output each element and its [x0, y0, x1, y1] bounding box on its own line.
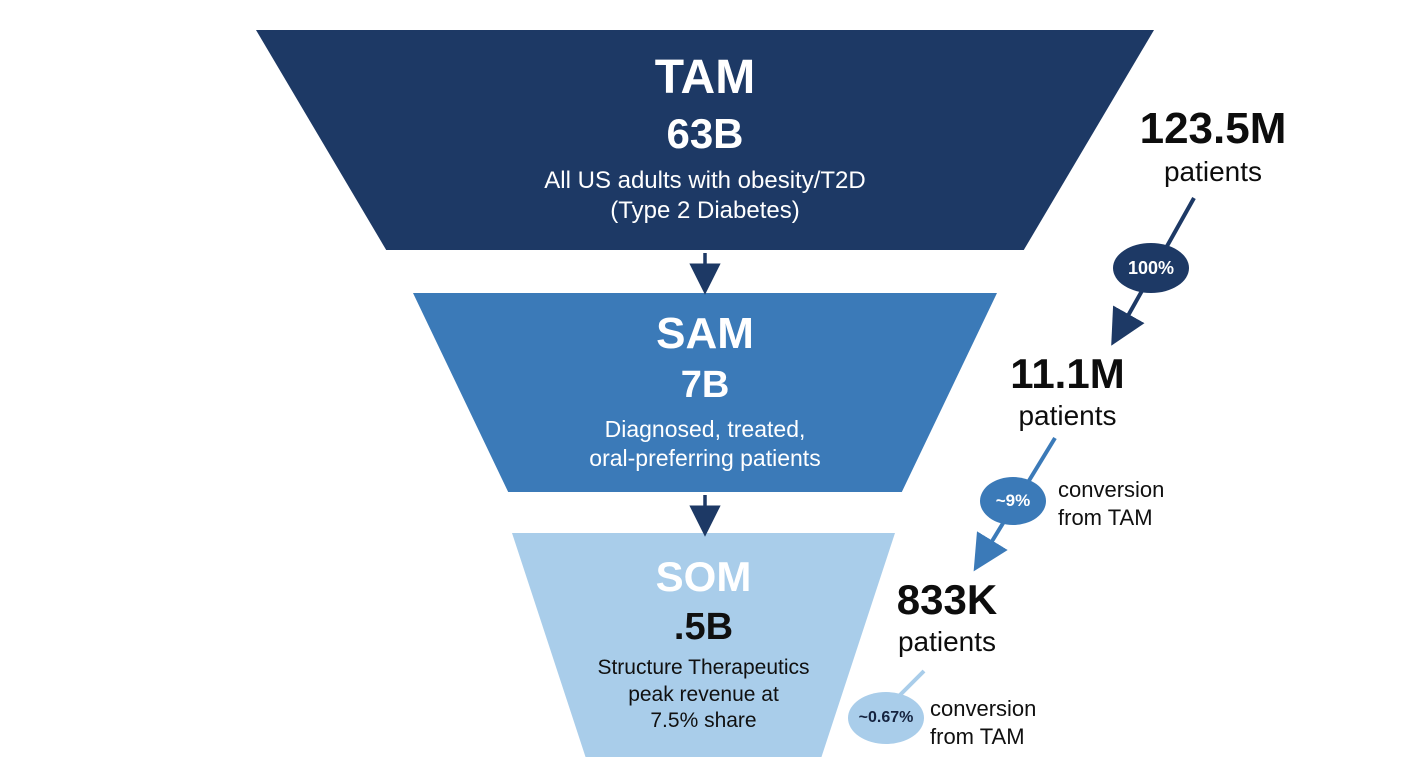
som-conversion-note-line1: conversion [930, 696, 1037, 721]
tam-patients-value: 123.5M [1139, 104, 1287, 153]
tam-patients-annotation: 123.5M patients [1118, 104, 1308, 189]
som-patients-value: 833K [896, 576, 998, 623]
som-segment: SOM .5B Structure Therapeutics peak reve… [512, 533, 895, 757]
som-label: SOM [655, 552, 752, 600]
tam-desc-line2: (Type 2 Diabetes) [610, 197, 800, 225]
sam-patients-annotation: 11.1M patients [985, 350, 1150, 433]
sam-desc-line1: Diagnosed, treated, [604, 416, 806, 443]
sam-label: SAM [656, 309, 754, 359]
sam-description: Diagnosed, treated, oral-preferring pati… [589, 415, 820, 474]
sam-desc-line2: oral-preferring patients [589, 445, 821, 472]
som-description: Structure Therapeutics peak revenue at 7… [597, 655, 809, 736]
som-desc-line3: 7.5% share [650, 709, 757, 733]
tam-conversion-badge: 100% [1113, 243, 1189, 293]
som-badge-tail [897, 669, 926, 698]
som-conversion-note: conversion from TAM [930, 695, 1070, 750]
som-conversion-badge: ~0.67% [848, 692, 924, 744]
som-patients-unit: patients [897, 626, 997, 658]
tam-patients-unit: patients [1163, 156, 1263, 188]
som-desc-line1: Structure Therapeutics [597, 655, 810, 679]
som-patients-annotation: 833K patients [868, 576, 1026, 659]
sam-conversion-badge: ~9% [980, 477, 1046, 525]
tam-value: 63B [666, 110, 744, 158]
sam-conversion-note-line2: from TAM [1058, 504, 1153, 530]
sam-patients-value: 11.1M [1010, 350, 1125, 397]
sam-conversion-note: conversion from TAM [1058, 476, 1198, 531]
sam-value: 7B [680, 364, 730, 407]
som-conversion-note-line2: from TAM [930, 723, 1025, 749]
tam-description: All US adults with obesity/T2D (Type 2 D… [544, 166, 865, 227]
som-value: .5B [673, 605, 734, 648]
sam-conversion-note-line1: conversion [1058, 477, 1165, 502]
tam-segment: TAM 63B All US adults with obesity/T2D (… [256, 30, 1154, 250]
sam-segment: SAM 7B Diagnosed, treated, oral-preferri… [413, 293, 997, 492]
tam-desc-line1: All US adults with obesity/T2D [544, 166, 866, 194]
tam-label: TAM [654, 50, 756, 104]
sam-patients-unit: patients [1018, 400, 1117, 432]
som-desc-line2: peak revenue at [628, 682, 779, 706]
